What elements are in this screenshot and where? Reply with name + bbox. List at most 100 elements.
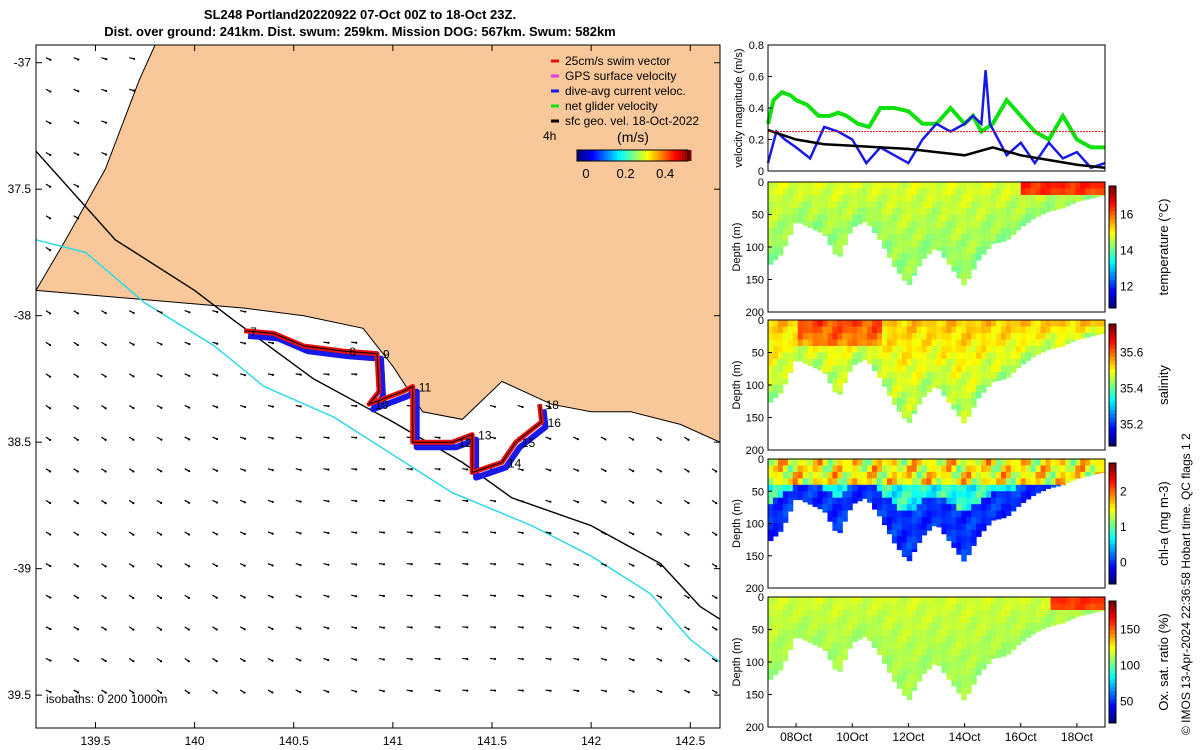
geo-velocity-arrowhead bbox=[327, 468, 330, 471]
section-cell bbox=[1055, 603, 1061, 611]
section-colorbar-cell bbox=[1109, 340, 1116, 345]
section-cell bbox=[931, 629, 937, 637]
section-cell bbox=[976, 497, 982, 505]
section-colorbar-cell bbox=[1109, 186, 1116, 191]
section-cell bbox=[822, 227, 828, 235]
section-cell bbox=[1020, 352, 1027, 360]
geo-velocity-arrowhead bbox=[493, 689, 497, 692]
section-cell bbox=[976, 352, 982, 360]
section-cell bbox=[946, 201, 952, 209]
section-cell bbox=[782, 491, 789, 499]
geo-velocity-arrowhead bbox=[660, 659, 663, 662]
section-cell bbox=[986, 188, 992, 196]
section-cell bbox=[772, 247, 779, 254]
section-cell bbox=[782, 240, 789, 247]
section-cell bbox=[916, 188, 923, 196]
section-cell bbox=[941, 603, 947, 611]
section-cell bbox=[777, 517, 784, 524]
legend-entry: net glider velocity bbox=[565, 99, 658, 113]
section-cell bbox=[916, 649, 923, 656]
section-cell bbox=[857, 616, 863, 624]
section-cell bbox=[1015, 629, 1022, 637]
section-cell bbox=[1055, 610, 1061, 617]
section-cell bbox=[1050, 320, 1056, 327]
section-cell bbox=[787, 504, 794, 512]
section-cell bbox=[981, 603, 987, 611]
section-cell bbox=[971, 333, 977, 340]
section-cell bbox=[911, 603, 918, 611]
section-cell bbox=[807, 339, 814, 347]
section-cell bbox=[946, 668, 952, 676]
section-cell bbox=[1005, 333, 1012, 340]
section-cell bbox=[1095, 610, 1101, 613]
section-cell bbox=[1005, 365, 1012, 373]
section-cell bbox=[1000, 655, 1007, 657]
section-cell bbox=[995, 339, 1002, 347]
section-y-axis-label: Depth (m) bbox=[731, 499, 743, 548]
section-cell bbox=[976, 326, 982, 334]
section-cell bbox=[782, 597, 789, 604]
map-axes-frame bbox=[35, 44, 721, 729]
section-cell bbox=[956, 201, 962, 209]
section-cell bbox=[827, 504, 833, 512]
section-cell bbox=[1045, 201, 1051, 209]
section-colorbar-cell bbox=[1109, 409, 1116, 414]
section-cell bbox=[872, 610, 878, 617]
section-cell bbox=[971, 636, 977, 643]
section-cell bbox=[901, 629, 908, 637]
section-cell bbox=[946, 333, 952, 340]
geo-velocity-arrowhead bbox=[299, 373, 302, 376]
section-cell bbox=[886, 623, 893, 630]
section-cell bbox=[1020, 182, 1027, 189]
section-cell bbox=[936, 326, 942, 334]
section-cell bbox=[916, 365, 923, 373]
section-cell bbox=[961, 504, 967, 512]
section-cell bbox=[777, 333, 784, 340]
section-cell bbox=[941, 491, 947, 499]
section-cell bbox=[772, 339, 779, 347]
section-cell bbox=[931, 603, 937, 611]
section-cell bbox=[1005, 597, 1012, 604]
section-cell bbox=[971, 649, 977, 656]
section-cell bbox=[906, 326, 913, 334]
section-colorbar-cell bbox=[1109, 714, 1116, 720]
section-cell bbox=[857, 629, 863, 637]
section-cell bbox=[961, 398, 967, 405]
section-cell bbox=[911, 260, 918, 267]
section-cell bbox=[906, 372, 913, 379]
geo-velocity-arrowhead bbox=[77, 121, 80, 125]
geo-velocity-arrowhead bbox=[49, 248, 52, 252]
section-cell bbox=[852, 629, 858, 637]
section-cell bbox=[1030, 333, 1037, 340]
section-cell bbox=[961, 266, 967, 274]
section-cell bbox=[872, 214, 878, 222]
section-cell bbox=[976, 221, 982, 228]
section-cell bbox=[867, 195, 873, 202]
geo-velocity-arrowhead bbox=[49, 90, 52, 93]
section-cell bbox=[896, 675, 903, 682]
section-cell bbox=[792, 221, 799, 224]
section-cell bbox=[946, 320, 952, 327]
section-cell bbox=[1025, 603, 1032, 611]
section-cell bbox=[956, 208, 962, 215]
section-cell bbox=[1000, 497, 1007, 505]
section-cell bbox=[936, 491, 942, 499]
section-cell bbox=[1065, 195, 1071, 202]
section-cell bbox=[1065, 326, 1071, 334]
section-cell bbox=[966, 523, 972, 531]
section-cell bbox=[946, 636, 952, 643]
section-cell bbox=[777, 372, 784, 379]
section-cell bbox=[1085, 459, 1091, 466]
section-cell bbox=[822, 484, 828, 492]
section-cell bbox=[886, 365, 893, 373]
section-cell bbox=[1015, 346, 1022, 353]
section-cell bbox=[951, 247, 957, 254]
section-cell bbox=[768, 195, 774, 202]
section-cell bbox=[847, 616, 853, 624]
section-cell bbox=[1055, 459, 1061, 466]
section-cell bbox=[792, 459, 799, 466]
section-cell bbox=[921, 227, 928, 235]
section-cell bbox=[986, 365, 992, 373]
section-cell bbox=[946, 510, 952, 518]
section-cell bbox=[1070, 603, 1076, 611]
